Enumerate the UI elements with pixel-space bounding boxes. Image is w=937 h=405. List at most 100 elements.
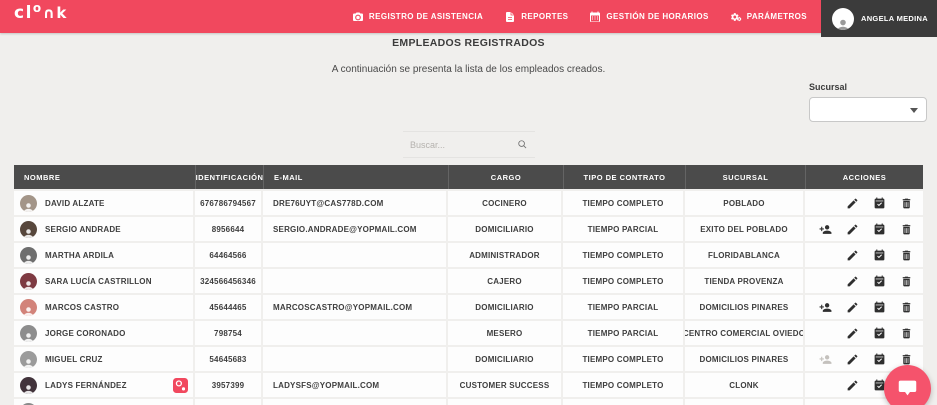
schedule-button[interactable] — [872, 378, 886, 392]
employee-name-cell: SERGIO ANDRADE — [14, 217, 195, 241]
employee-cargo: CUSTOMER SUCCESS — [448, 373, 563, 397]
gears-icon — [730, 11, 742, 23]
column-header: E-MAIL — [263, 165, 448, 189]
schedule-button[interactable] — [872, 248, 886, 262]
employees-table: NOMBRE IDENTIFICACIÓN E-MAIL CARGO TIPO DE C… — [14, 165, 923, 405]
logo-text: cl — [14, 3, 33, 23]
nav-item-registro-de-asistencia[interactable]: REGISTRO DE ASISTENCIA — [352, 11, 483, 23]
select-caret-icon — [910, 108, 918, 113]
edit-button[interactable] — [845, 196, 859, 210]
delete-button[interactable] — [899, 300, 913, 314]
employee-name: JORGE CORONADO — [45, 328, 126, 338]
user-menu[interactable]: ANGELA MEDINA — [821, 0, 937, 37]
column-header: ACCIONES — [805, 165, 923, 189]
main-nav: REGISTRO DE ASISTENCIA REPORTES GESTIÓN … — [352, 0, 807, 33]
camera-icon — [352, 11, 364, 23]
edit-button[interactable] — [845, 300, 859, 314]
delete-button[interactable] — [899, 274, 913, 288]
employee-contract-type: TIEMPO COMPLETO — [563, 191, 685, 215]
employee-email: SERGIO.ANDRADE@YOPMAIL.COM — [263, 217, 448, 241]
employee-email: MARCOSCASTRO@YOPMAIL.COM — [263, 295, 448, 319]
employee-contract-type: TIEMPO PARCIAL — [563, 295, 685, 319]
employee-branch: CLONK — [685, 373, 805, 397]
employee-branch: DOMICILIOS PINARES — [685, 295, 805, 319]
employee-identification: 3957399 — [195, 373, 263, 397]
employee-name-cell — [14, 399, 195, 405]
nav-item-label: PARÁMETROS — [746, 12, 807, 21]
row-actions — [805, 191, 923, 215]
employee-identification: 54645683 — [195, 347, 263, 371]
logo-text: o — [32, 1, 43, 15]
employee-email — [263, 243, 448, 267]
employee-contract-type: TIEMPO COMPLETO — [563, 347, 685, 371]
employee-identification — [195, 399, 263, 405]
chat-button[interactable] — [884, 365, 931, 405]
employee-cargo: CAJERO — [448, 269, 563, 293]
employee-avatar — [20, 350, 37, 368]
add-user-button[interactable] — [818, 300, 832, 314]
schedule-button[interactable] — [872, 222, 886, 236]
search-icon[interactable] — [517, 139, 528, 150]
clonk-logo[interactable]: clo∩k — [14, 1, 68, 23]
nav-item-parametros[interactable]: PARÁMETROS — [730, 11, 807, 23]
edit-button[interactable] — [845, 274, 859, 288]
schedule-button[interactable] — [872, 196, 886, 210]
edit-button[interactable] — [845, 222, 859, 236]
employee-cargo: COCINERO — [448, 191, 563, 215]
employee-email — [263, 269, 448, 293]
table-row — [14, 399, 923, 405]
column-header: IDENTIFICACIÓN — [195, 165, 263, 189]
employee-branch: TIENDA PROVENZA — [685, 269, 805, 293]
delete-button[interactable] — [899, 326, 913, 340]
edit-button[interactable] — [845, 352, 859, 366]
row-actions — [805, 347, 923, 371]
search-bar — [403, 131, 535, 158]
schedule-button[interactable] — [872, 326, 886, 340]
page-subtitle: A continuación se presenta la lista de l… — [331, 64, 606, 75]
employee-name-cell: JORGE CORONADO — [14, 321, 195, 345]
clonk-badge-icon — [173, 377, 188, 393]
add-user-button[interactable] — [818, 352, 832, 366]
row-actions — [805, 295, 923, 319]
row-actions — [805, 399, 923, 405]
column-header: TIPO DE CONTRATO — [563, 165, 685, 189]
delete-button[interactable] — [899, 222, 913, 236]
nav-item-label: GESTIÓN DE HORARIOS — [606, 12, 709, 21]
delete-button[interactable] — [899, 248, 913, 262]
employee-cargo: MESERO — [448, 321, 563, 345]
add-user-button[interactable] — [818, 222, 832, 236]
edit-button[interactable] — [845, 326, 859, 340]
top-navigation-bar: clo∩k REGISTRO DE ASISTENCIA REPORTES GE… — [0, 0, 937, 37]
branch-filter: Sucursal — [809, 82, 927, 122]
nav-item-label: REPORTES — [521, 12, 569, 21]
employee-avatar — [20, 376, 37, 394]
employee-name: MIGUEL CRUZ — [45, 354, 103, 364]
employee-name: LADYS FERNÁNDEZ — [45, 380, 127, 390]
table-row: SARA LUCÍA CASTRILLON 324566456346 CAJER… — [14, 269, 923, 295]
employee-name: MARCOS CASTRO — [45, 302, 120, 312]
employee-email: DRE76UYT@CAS778D.COM — [263, 191, 448, 215]
schedule-button[interactable] — [872, 300, 886, 314]
nav-item-reportes[interactable]: REPORTES — [504, 11, 568, 23]
schedule-button[interactable] — [872, 274, 886, 288]
employee-avatar — [20, 324, 37, 342]
nav-item-gestion-de-horarios[interactable]: GESTIÓN DE HORARIOS — [589, 11, 708, 23]
employee-email — [263, 321, 448, 345]
branch-select[interactable] — [809, 97, 927, 122]
employee-avatar — [20, 246, 37, 264]
delete-button[interactable] — [899, 352, 913, 366]
table-row: MIGUEL CRUZ 54645683 DOMICILIARIO TIEMPO… — [14, 347, 923, 373]
employee-email: LADYSFS@YOPMAIL.COM — [263, 373, 448, 397]
column-header: NOMBRE — [24, 172, 61, 182]
row-actions — [805, 321, 923, 345]
row-actions — [805, 269, 923, 293]
user-name: ANGELA MEDINA — [861, 14, 928, 23]
search-input[interactable] — [403, 139, 517, 150]
edit-button[interactable] — [845, 248, 859, 262]
employee-cargo: ADMINISTRADOR — [448, 243, 563, 267]
delete-button[interactable] — [899, 196, 913, 210]
schedule-button[interactable] — [872, 352, 886, 366]
edit-button[interactable] — [845, 378, 859, 392]
employee-branch: FLORIDABLANCA — [685, 243, 805, 267]
employee-email — [263, 399, 448, 405]
